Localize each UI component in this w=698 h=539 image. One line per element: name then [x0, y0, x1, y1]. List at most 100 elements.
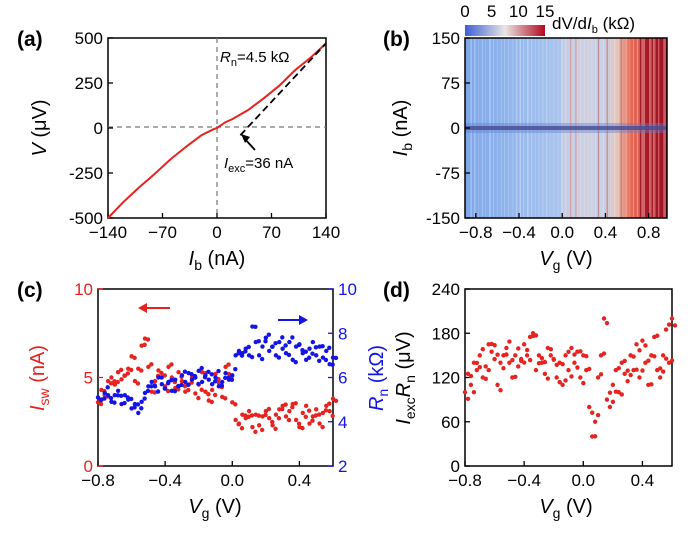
rn-point: [213, 375, 217, 379]
rn-point: [253, 325, 257, 329]
ixr-point: [673, 323, 677, 327]
ixr-point: [628, 373, 632, 377]
panel-d-xtick-label: −0.4: [507, 471, 541, 490]
isw-point: [320, 425, 324, 429]
panel-b-ytick-label: -150: [426, 209, 460, 228]
ixr-point: [670, 316, 674, 320]
rn-point: [139, 400, 143, 404]
rn-point: [273, 341, 277, 345]
ixr-point: [605, 397, 609, 401]
heatmap: [465, 38, 667, 218]
panel-a-xtick-label: 140: [312, 223, 340, 242]
rn-point: [314, 345, 318, 349]
ixr-point: [599, 372, 603, 376]
ixr-point: [504, 352, 508, 356]
ixr-point: [507, 339, 511, 343]
isw-point: [314, 407, 318, 411]
ixr-point: [587, 367, 591, 371]
rn-point: [294, 360, 298, 364]
rn-point: [230, 373, 234, 377]
isw-point: [149, 362, 153, 366]
ixr-point: [646, 359, 650, 363]
ixr-point: [596, 413, 600, 417]
panel-c-ytick-left-label: 0: [84, 457, 93, 476]
isw-point: [263, 413, 267, 417]
ixr-point: [640, 368, 644, 372]
ixr-point: [593, 434, 597, 438]
rn-point: [213, 379, 217, 383]
ixr-point: [575, 365, 579, 369]
ixr-point: [637, 375, 641, 379]
panel-c-xtick-label: 0.0: [220, 471, 244, 490]
ixr-point: [469, 374, 473, 378]
isw-point: [226, 362, 230, 366]
rn-point: [233, 367, 237, 371]
panel-d-ylabel: IexcRn (μV): [393, 331, 418, 424]
rn-point: [267, 332, 271, 336]
panel-b-xtick-label: −0.4: [502, 223, 536, 242]
panel-d-xtick-label: 0.4: [631, 471, 655, 490]
ixr-point: [549, 347, 553, 351]
ixr-point: [569, 346, 573, 350]
ixr-point: [501, 366, 505, 370]
rn-point: [247, 345, 251, 349]
isw-point: [233, 402, 237, 406]
ixr-point: [664, 356, 668, 360]
rn-point: [163, 386, 167, 390]
ixr-point: [572, 361, 576, 365]
rn-point: [314, 353, 318, 357]
panel-b-xtick-label: 0.0: [550, 223, 574, 242]
ixr-point: [543, 372, 547, 376]
ixr-point: [608, 390, 612, 394]
rn-point: [287, 353, 291, 357]
ixr-point: [640, 338, 644, 342]
panel-b-plot: −0.8 −0.4 0.0 0.4 0.8-150-75075150 0 5 10 15 dV…: [390, 2, 667, 273]
isw-point: [119, 368, 123, 372]
ixr-point: [513, 375, 517, 379]
isw-point: [310, 418, 314, 422]
ixr-point: [658, 375, 662, 379]
panel-a-xtick-label: −70: [148, 223, 177, 242]
ixr-point: [608, 405, 612, 409]
rn-point: [119, 394, 123, 398]
panel-a-xtick-label: 0: [212, 223, 221, 242]
isw-point: [240, 426, 244, 430]
isw-point: [139, 368, 143, 372]
ixr-point: [516, 364, 520, 368]
panel-d-ytick-label: 60: [441, 413, 460, 432]
rn-point: [150, 380, 154, 384]
panel-d-ytick-label: 240: [432, 280, 460, 299]
rn-point: [334, 356, 338, 360]
isw-point: [206, 392, 210, 396]
ixr-point: [516, 346, 520, 350]
rn-point: [106, 385, 110, 389]
ixr-point: [661, 369, 665, 373]
rn-point: [146, 389, 150, 393]
rn-point: [223, 371, 227, 375]
panel-a-ylabel: V (μV): [29, 99, 51, 156]
rn-point: [277, 340, 281, 344]
ixr-point: [463, 390, 467, 394]
panel-c-ytick-right-label: 8: [338, 324, 347, 343]
ixr-point: [664, 327, 668, 331]
isw-point: [257, 423, 261, 427]
ixr-point: [670, 358, 674, 362]
iexc-arrow: [241, 134, 255, 150]
isw-point: [334, 399, 338, 403]
panel-a-ytick-label: 0: [94, 119, 103, 138]
panel-c-ytick-right-label: 4: [338, 413, 347, 432]
ixr-point: [478, 365, 482, 369]
panel-label-d: (d): [383, 279, 410, 302]
panel-a-plot: −140 −70 0 70 140 -500 -250 0 250 500 Rn=4.5 kΩ I…: [29, 29, 340, 273]
rn-point: [277, 355, 281, 359]
panel-a-ytick-label: 250: [75, 74, 103, 93]
isw-point: [267, 416, 271, 420]
colorbar-label: dV/dIb (kΩ): [552, 14, 635, 36]
ixr-point: [566, 350, 570, 354]
ixr-point: [611, 400, 615, 404]
isw-point: [253, 430, 257, 434]
isw-point: [257, 413, 261, 417]
isw-point: [99, 402, 103, 406]
panel-c-xtick-label: −0.4: [148, 471, 182, 490]
rn-point: [220, 380, 224, 384]
